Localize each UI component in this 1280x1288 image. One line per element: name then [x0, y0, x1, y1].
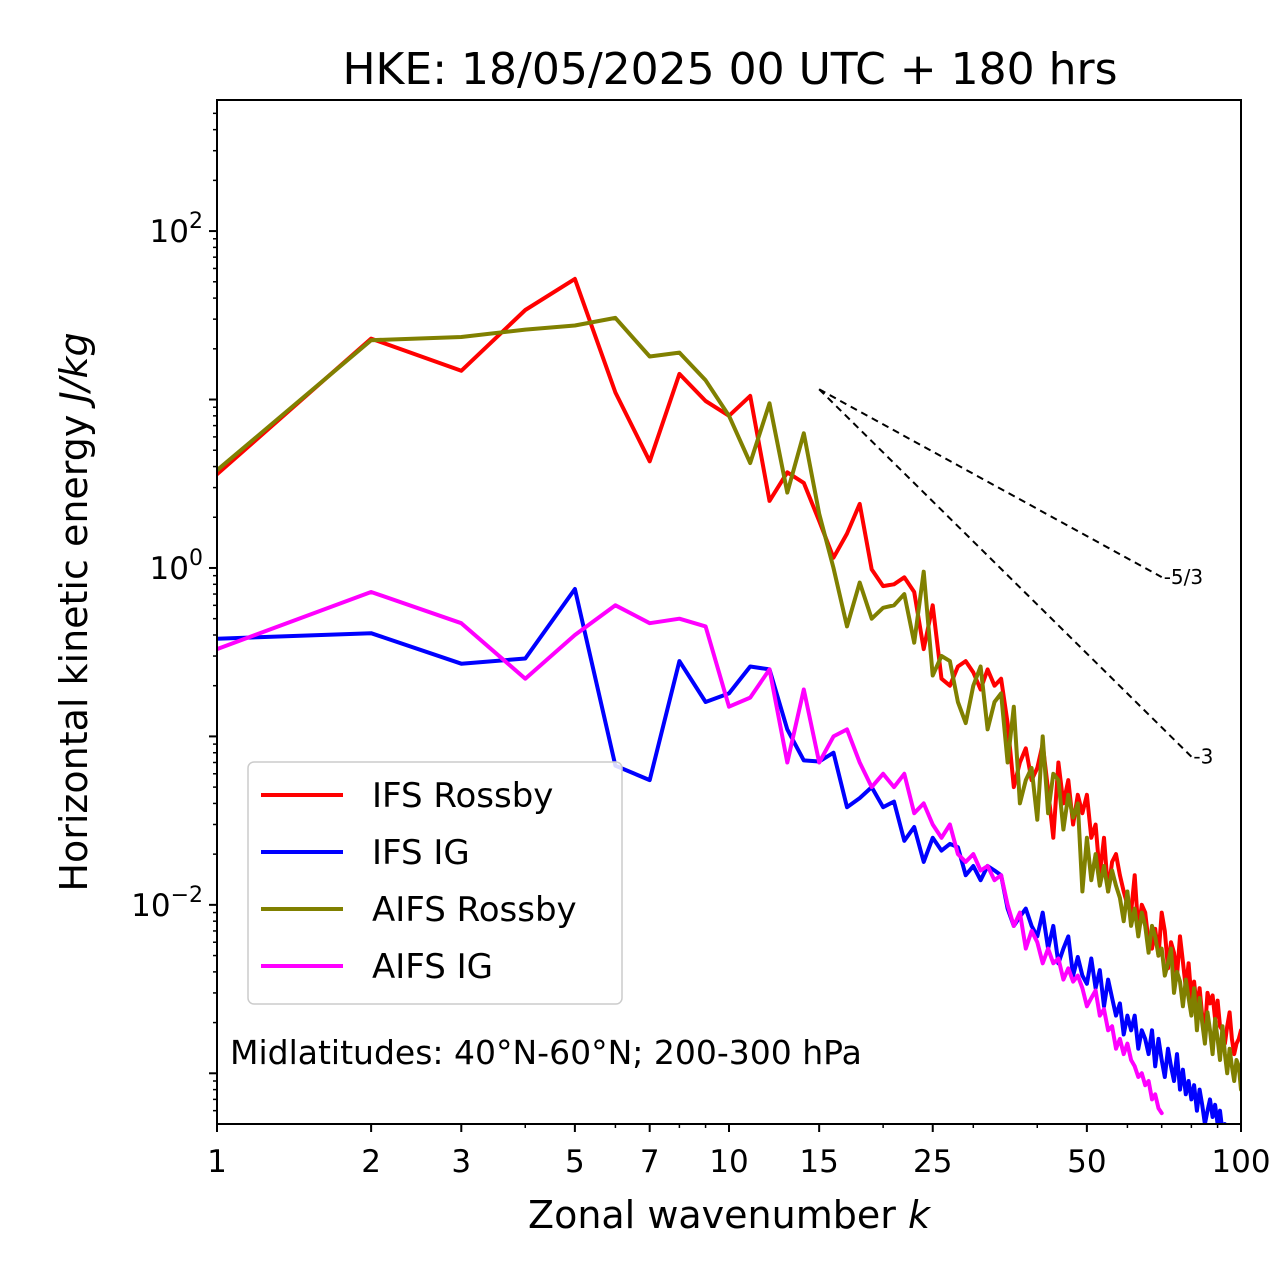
x-tick-label: 10	[709, 1144, 748, 1180]
reference-slope-labels: -5/3 -3	[1164, 565, 1214, 769]
y-axis-title: Horizontal kinetic energy J/kg	[52, 332, 96, 891]
reference-slope-label: -5/3	[1164, 565, 1203, 589]
series-line-aifs-rossby	[217, 315, 1241, 1092]
legend-label-ifs-ig: IFS IG	[372, 833, 470, 873]
x-tick-label: 100	[1211, 1144, 1270, 1180]
x-tick-label: 1	[207, 1144, 227, 1180]
y-tick-label: 10−2	[131, 883, 203, 924]
series-layer	[217, 276, 1241, 1124]
x-tick-label: 3	[451, 1144, 471, 1180]
x-tick-label: 5	[565, 1144, 585, 1180]
y-axis-ticks: 102 100 10−2	[131, 112, 217, 1112]
legend-label-ifs-rossby: IFS Rossby	[372, 776, 553, 816]
x-tick-label: 7	[640, 1144, 660, 1180]
legend-label-aifs-ig: AIFS IG	[372, 947, 493, 987]
y-tick-label: 102	[150, 209, 203, 250]
x-tick-label: 50	[1067, 1144, 1106, 1180]
legend: IFS Rossby IFS IG AIFS Rossby AIFS IG	[247, 761, 623, 1005]
x-axis-ticks: 1 2 3 5 7 10 15 25 50 100	[207, 1124, 1271, 1180]
x-tick-label: 25	[913, 1144, 952, 1180]
y-tick-label: 100	[150, 546, 203, 587]
legend-label-aifs-rossby: AIFS Rossby	[372, 890, 577, 930]
series-line-aifs-ig	[217, 590, 1164, 1116]
x-tick-label: 2	[361, 1144, 381, 1180]
x-axis-title: Zonal wavenumber k	[528, 1193, 932, 1237]
region-annotation: Midlatitudes: 40°N-60°N; 200-300 hPa	[230, 1033, 862, 1072]
legend-box	[247, 761, 623, 1005]
reference-slope-line	[818, 388, 1193, 758]
x-tick-label: 15	[799, 1144, 838, 1180]
reference-slope-label: -3	[1193, 745, 1213, 769]
reference-slope-lines	[818, 388, 1193, 758]
reference-slope-line	[818, 388, 1163, 578]
chart-title: HKE: 18/05/2025 00 UTC + 180 hrs	[342, 44, 1117, 95]
series-line-ifs-ig	[217, 587, 1227, 1124]
